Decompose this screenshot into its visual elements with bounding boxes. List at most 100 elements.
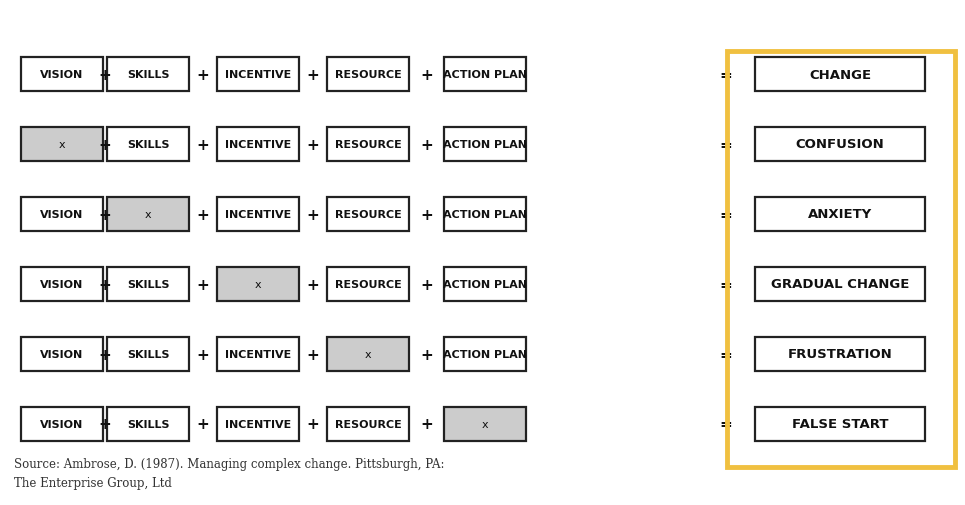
FancyBboxPatch shape [107,128,189,162]
FancyBboxPatch shape [217,268,299,301]
FancyBboxPatch shape [444,407,526,441]
Text: SKILLS: SKILLS [126,419,169,429]
Text: RESOURCE: RESOURCE [335,70,401,80]
Text: +: + [420,137,433,152]
Text: ACTION PLAN: ACTION PLAN [443,210,527,220]
Text: +: + [98,277,111,292]
FancyBboxPatch shape [107,197,189,231]
Text: VISION: VISION [41,419,84,429]
FancyBboxPatch shape [755,268,925,301]
Text: +: + [420,207,433,222]
FancyBboxPatch shape [327,128,409,162]
Text: SKILLS: SKILLS [126,349,169,359]
Text: +: + [197,277,209,292]
FancyBboxPatch shape [755,128,925,162]
FancyBboxPatch shape [444,268,526,301]
Text: VISION: VISION [41,279,84,289]
Text: CONFUSION: CONFUSION [795,138,884,151]
Text: FALSE START: FALSE START [791,418,888,431]
Text: RESOURCE: RESOURCE [335,279,401,289]
Text: VISION: VISION [41,349,84,359]
FancyBboxPatch shape [217,197,299,231]
FancyBboxPatch shape [107,58,189,92]
Text: +: + [98,417,111,432]
Text: =: = [720,137,732,152]
Text: +: + [420,67,433,82]
FancyBboxPatch shape [444,128,526,162]
FancyBboxPatch shape [327,58,409,92]
FancyBboxPatch shape [107,337,189,371]
FancyBboxPatch shape [21,268,103,301]
FancyBboxPatch shape [217,337,299,371]
FancyBboxPatch shape [327,197,409,231]
Text: CHANGE: CHANGE [809,68,871,81]
Text: x: x [365,349,372,359]
Text: +: + [98,67,111,82]
FancyBboxPatch shape [327,268,409,301]
FancyBboxPatch shape [107,407,189,441]
FancyBboxPatch shape [217,407,299,441]
Text: +: + [197,67,209,82]
Text: =: = [720,277,732,292]
Text: +: + [420,277,433,292]
Text: +: + [197,417,209,432]
Text: RESOURCE: RESOURCE [335,140,401,149]
Text: =: = [720,67,732,82]
Text: +: + [420,347,433,362]
Text: +: + [197,347,209,362]
Text: INCENTIVE: INCENTIVE [225,70,291,80]
Text: +: + [307,137,319,152]
FancyBboxPatch shape [444,337,526,371]
Text: ACTION PLAN: ACTION PLAN [443,140,527,149]
Text: =: = [720,417,732,432]
Text: FRUSTRATION: FRUSTRATION [787,348,893,361]
Text: INCENTIVE: INCENTIVE [225,349,291,359]
Text: ACTION PLAN: ACTION PLAN [443,349,527,359]
FancyBboxPatch shape [21,128,103,162]
Text: +: + [307,207,319,222]
Text: x: x [255,279,262,289]
FancyBboxPatch shape [21,197,103,231]
Text: +: + [197,137,209,152]
FancyBboxPatch shape [21,407,103,441]
Text: +: + [420,417,433,432]
Text: SKILLS: SKILLS [126,140,169,149]
FancyBboxPatch shape [327,407,409,441]
Text: +: + [98,137,111,152]
Text: =: = [720,207,732,222]
Text: Source: Ambrose, D. (1987). Managing complex change. Pittsburgh, PA:
The Enterpr: Source: Ambrose, D. (1987). Managing com… [14,457,445,489]
Text: +: + [98,207,111,222]
FancyBboxPatch shape [21,337,103,371]
Text: VISION: VISION [41,210,84,220]
FancyBboxPatch shape [444,58,526,92]
FancyBboxPatch shape [444,197,526,231]
Text: +: + [307,67,319,82]
Text: INCENTIVE: INCENTIVE [225,210,291,220]
FancyBboxPatch shape [755,337,925,371]
Text: RESOURCE: RESOURCE [335,419,401,429]
Text: +: + [197,207,209,222]
Text: =: = [720,347,732,362]
Text: VISION: VISION [41,70,84,80]
Text: +: + [307,277,319,292]
Text: INCENTIVE: INCENTIVE [225,140,291,149]
Text: x: x [59,140,66,149]
Text: +: + [307,417,319,432]
Text: GRADUAL CHANGE: GRADUAL CHANGE [771,278,909,291]
FancyBboxPatch shape [755,197,925,231]
Text: ANXIETY: ANXIETY [808,208,872,221]
Text: +: + [98,347,111,362]
Text: SKILLS: SKILLS [126,70,169,80]
FancyBboxPatch shape [21,58,103,92]
FancyBboxPatch shape [217,58,299,92]
Text: x: x [482,419,488,429]
FancyBboxPatch shape [755,407,925,441]
Text: INCENTIVE: INCENTIVE [225,419,291,429]
Text: x: x [145,210,152,220]
FancyBboxPatch shape [107,268,189,301]
Text: ACTION PLAN: ACTION PLAN [443,279,527,289]
FancyBboxPatch shape [217,128,299,162]
FancyBboxPatch shape [755,58,925,92]
Text: +: + [307,347,319,362]
Text: ACTION PLAN: ACTION PLAN [443,70,527,80]
